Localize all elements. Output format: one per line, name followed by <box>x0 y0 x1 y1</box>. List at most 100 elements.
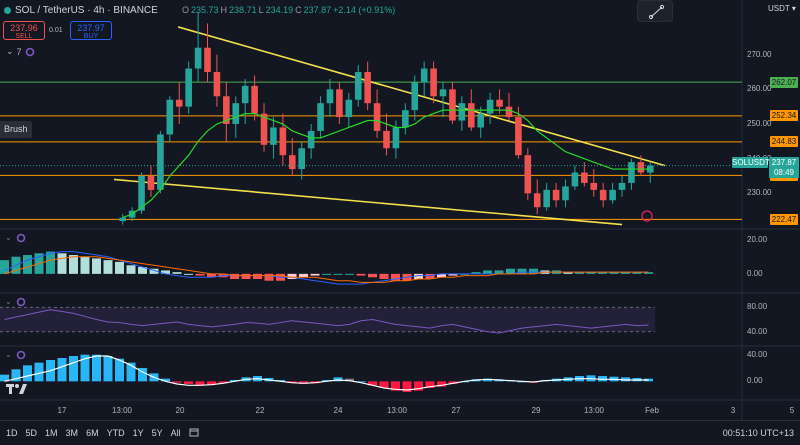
candle-body <box>486 99 494 114</box>
timeframe-button[interactable]: 1M <box>45 428 58 438</box>
timeframe-button[interactable]: 6M <box>86 428 99 438</box>
oscillator-pane-controls[interactable]: ⌄ <box>0 348 26 361</box>
macd-histogram-bar <box>161 270 170 274</box>
oscillator-bar <box>345 378 354 382</box>
drawing-tool-button[interactable] <box>637 0 673 22</box>
candle-body <box>364 72 371 104</box>
candle-body <box>241 85 249 104</box>
macd-histogram-bar <box>448 273 458 276</box>
candle-body <box>373 103 381 131</box>
candle-body <box>279 127 287 156</box>
candle-body <box>317 103 324 131</box>
candle-body <box>581 172 588 183</box>
timeframe-button[interactable]: 1Y <box>132 428 144 438</box>
spread-value: 0.01 <box>49 27 63 34</box>
time-tick: 24 <box>333 406 343 415</box>
candle-body <box>496 99 503 107</box>
macd-signal-line <box>4 256 649 283</box>
time-tick: 20 <box>175 406 185 415</box>
candle-body <box>628 162 635 183</box>
chevron-down-icon: ⌄ <box>5 233 12 242</box>
ohlc-key: L <box>258 5 264 15</box>
clock-timezone[interactable]: 00:51:10 UTC+13 <box>722 428 794 438</box>
timeframe-button[interactable]: 1D <box>6 428 18 438</box>
candle-body <box>411 82 419 111</box>
rsi-tick: 80.00 <box>747 302 768 312</box>
candle-body <box>270 127 277 145</box>
timeframe-button[interactable]: YTD <box>106 428 125 438</box>
candle-body <box>458 103 466 121</box>
candle-body <box>326 89 334 104</box>
oscillator-bar <box>138 368 147 382</box>
ohlc-key: O <box>182 5 190 15</box>
macd-histogram-bar <box>310 273 320 276</box>
symbol-tag: SOLUSDT <box>732 157 770 168</box>
candle-body <box>119 217 127 222</box>
tradingview-logo-icon <box>6 382 28 396</box>
time-tick: 13:00 <box>111 406 133 415</box>
oscillator-bar <box>195 381 205 386</box>
indicators-count: 7 <box>16 46 22 57</box>
candle-body <box>147 176 155 190</box>
calendar-icon[interactable] <box>189 427 199 439</box>
chart-header: SOL / TetherUS · 4h · BINANCE <box>0 0 158 20</box>
candle-body <box>185 68 192 107</box>
currency-selector[interactable]: USDT ▾ <box>768 4 796 13</box>
candle-body <box>307 130 315 149</box>
level-tag: 222.47 <box>770 213 798 225</box>
indicators-toggle[interactable]: ⌄ 7 <box>6 46 35 57</box>
macd-pane-controls[interactable]: ⌄ <box>0 231 26 244</box>
macd-histogram-bar <box>506 268 515 274</box>
symbol-title[interactable]: SOL / TetherUS · 4h · BINANCE <box>15 4 158 16</box>
oscillator-bar <box>172 381 182 383</box>
brush-tool-label[interactable]: Brush <box>0 121 32 138</box>
macd-histogram-bar <box>92 258 101 274</box>
candle-body <box>543 189 550 208</box>
candle-body <box>166 99 174 135</box>
oscillator-bar <box>0 374 9 382</box>
settings-icon[interactable] <box>16 350 26 360</box>
macd-histogram-bar <box>471 272 481 274</box>
osc-tick: 0.00 <box>747 376 763 386</box>
macd-histogram-bar <box>494 270 504 274</box>
candle-body <box>609 189 616 201</box>
settings-icon[interactable] <box>25 47 35 57</box>
oscillator-bar <box>207 381 216 385</box>
time-tick: 13:00 <box>583 406 605 415</box>
oscillator-bar <box>299 381 308 384</box>
timeframe-button[interactable]: 5D <box>25 428 38 438</box>
buy-button[interactable]: 237.97 BUY <box>70 21 112 40</box>
sell-button[interactable]: 237.96 SELL <box>3 21 45 40</box>
macd-histogram-bar <box>644 272 653 274</box>
macd-histogram-bar <box>23 255 32 274</box>
price-tick: 230.00 <box>747 188 772 198</box>
candle-body <box>524 155 532 194</box>
oscillator-bar <box>448 381 458 384</box>
macd-histogram-bar <box>621 272 630 274</box>
buy-price: 237.97 <box>77 23 105 33</box>
timeframe-button[interactable]: 3M <box>65 428 79 438</box>
timeframe-button[interactable]: 5Y <box>151 428 163 438</box>
oscillator-bar <box>126 362 136 382</box>
settings-icon[interactable] <box>16 233 26 243</box>
oscillator-bar <box>598 376 607 382</box>
candle-body <box>590 182 598 190</box>
settings-icon[interactable] <box>16 297 26 307</box>
macd-histogram-bar <box>138 267 147 274</box>
oscillator-bar <box>115 358 124 382</box>
timeframe-button[interactable]: All <box>170 428 181 438</box>
oscillator-bar <box>218 381 228 384</box>
time-tick: 17 <box>57 406 67 415</box>
macd-histogram-bar <box>379 273 389 279</box>
macd-histogram-bar <box>69 255 78 274</box>
macd-histogram-bar <box>264 273 274 281</box>
timeframe-buttons: 1D 5D 1M 3M 6M YTD 1Y 5Y All <box>6 428 181 438</box>
oscillator-bar <box>11 369 21 382</box>
oscillator-bar <box>276 380 285 382</box>
rsi-pane-controls[interactable]: ⌄ <box>0 295 26 308</box>
time-tick: 13:00 <box>386 406 408 415</box>
level-tag: 262.07 <box>770 76 798 88</box>
macd-histogram-bar <box>586 272 596 274</box>
